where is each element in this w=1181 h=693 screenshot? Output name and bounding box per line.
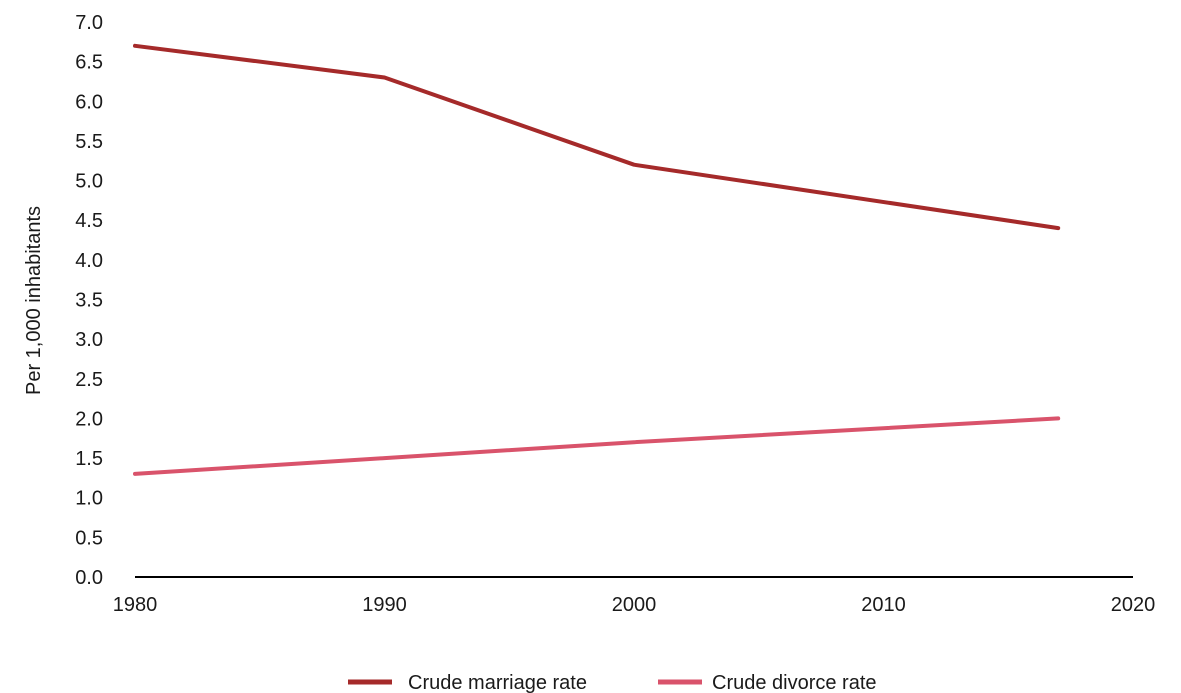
- y-tick-label: 4.5: [75, 210, 103, 232]
- y-tick-label: 0.0: [75, 567, 103, 589]
- x-tick-label: 1980: [113, 594, 158, 616]
- x-tick-label: 2020: [1111, 594, 1156, 616]
- y-axis-ticks: 0.0 0.5 1.0 1.5 2.0 2.5 3.0 3.5 4.0 4.5 5.0 5.5 6.0 6…: [75, 12, 103, 589]
- series-line-divorce: [133, 416, 1061, 476]
- y-tick-label: 6.5: [75, 52, 103, 74]
- legend-label: Crude marriage rate: [408, 672, 587, 693]
- y-tick-label: 3.5: [75, 290, 103, 312]
- x-axis-ticks: 1980 1990 2000 2010 2020: [113, 594, 1156, 616]
- x-tick-label: 1990: [362, 594, 407, 616]
- y-tick-label: 4.0: [75, 250, 103, 272]
- y-tick-label: 3.0: [75, 329, 103, 351]
- series-line-marriage: [133, 43, 1061, 231]
- y-tick-label: 2.5: [75, 369, 103, 391]
- legend: Crude marriage rate Crude divorce rate: [348, 672, 877, 693]
- y-tick-label: 0.5: [75, 527, 103, 549]
- x-tick-label: 2010: [861, 594, 906, 616]
- y-tick-label: 1.0: [75, 488, 103, 510]
- series-lines: [133, 43, 1061, 476]
- y-tick-label: 1.5: [75, 448, 103, 470]
- y-tick-label: 2.0: [75, 408, 103, 430]
- x-tick-label: 2000: [612, 594, 657, 616]
- y-tick-label: 5.5: [75, 131, 103, 153]
- y-tick-label: 5.0: [75, 171, 103, 193]
- y-tick-label: 6.0: [75, 91, 103, 113]
- legend-label: Crude divorce rate: [712, 672, 877, 693]
- y-tick-label: 7.0: [75, 12, 103, 34]
- y-axis-title: Per 1,000 inhabitants: [23, 206, 45, 395]
